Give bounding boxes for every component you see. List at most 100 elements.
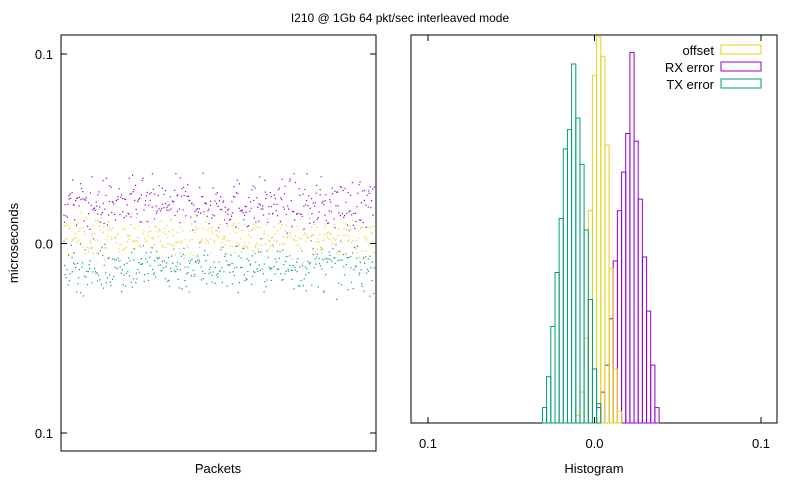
scatter-point: [189, 230, 191, 232]
scatter-point: [243, 219, 245, 221]
scatter-point: [156, 210, 158, 212]
scatter-point: [276, 268, 278, 270]
scatter-point: [251, 283, 253, 285]
scatter-point: [214, 241, 216, 243]
scatter-point: [93, 233, 95, 235]
scatter-point: [71, 240, 73, 242]
scatter-point: [284, 185, 286, 187]
scatter-point: [245, 211, 247, 213]
scatter-point: [161, 269, 163, 272]
scatter-point: [128, 238, 131, 240]
scatter-point: [92, 238, 94, 240]
scatter-point: [235, 226, 237, 228]
scatter-point: [232, 195, 235, 198]
scatter-point: [310, 235, 312, 237]
scatter-point: [366, 194, 368, 197]
scatter-point: [81, 262, 84, 264]
scatter-point: [297, 229, 299, 231]
scatter-point: [113, 211, 115, 214]
scatter-point: [166, 209, 168, 211]
scatter-point: [353, 225, 355, 227]
scatter-point: [74, 219, 76, 221]
scatter-point: [150, 251, 152, 253]
scatter-point: [147, 272, 149, 275]
scatter-point: [164, 227, 166, 229]
scatter-point: [204, 202, 207, 204]
scatter-point: [66, 216, 68, 218]
scatter-point: [193, 204, 195, 206]
scatter-point: [289, 255, 291, 257]
scatter-point: [133, 278, 135, 280]
scatter-point: [322, 200, 324, 203]
scatter-point: [316, 248, 318, 250]
scatter-point: [168, 285, 171, 288]
scatter-point: [167, 280, 169, 282]
scatter-point: [322, 239, 324, 241]
scatter-point: [232, 224, 234, 226]
scatter-point: [268, 240, 270, 242]
scatter-point: [87, 225, 89, 227]
scatter-point: [75, 225, 77, 227]
scatter-point: [244, 223, 246, 225]
scatter-point: [323, 290, 325, 292]
y-tick-label: 0.1: [35, 47, 53, 62]
scatter-point: [333, 223, 335, 225]
scatter-point: [230, 215, 233, 217]
scatter-point: [340, 284, 343, 286]
scatter-point: [84, 198, 86, 200]
scatter-point: [350, 194, 352, 196]
scatter-point: [188, 291, 190, 293]
scatter-point: [163, 193, 165, 195]
scatter-point: [266, 279, 268, 281]
scatter-point: [184, 280, 186, 282]
scatter-point: [318, 257, 320, 260]
scatter-point: [263, 291, 265, 293]
histogram-panel: 0.1 0.0 0.1 Histogram offset RX error TX err…: [410, 34, 778, 476]
scatter-point: [348, 230, 350, 232]
scatter-point: [364, 262, 366, 264]
scatter-point: [244, 279, 246, 282]
scatter-point: [289, 231, 291, 234]
scatter-point: [158, 257, 160, 259]
scatter-point: [348, 239, 350, 241]
histogram-bar: [616, 210, 623, 424]
scatter-point: [316, 253, 318, 255]
scatter-point: [165, 262, 168, 264]
scatter-point: [318, 241, 320, 243]
scatter-point: [327, 231, 329, 233]
scatter-point: [106, 224, 109, 226]
scatter-point: [299, 194, 301, 196]
scatter-point: [179, 263, 181, 265]
scatter-point: [134, 199, 136, 202]
histogram-bar: [591, 368, 598, 424]
scatter-y-axis-label: microseconds: [6, 202, 21, 283]
scatter-point: [336, 298, 338, 300]
scatter-point: [252, 185, 254, 187]
scatter-point: [169, 219, 171, 221]
scatter-point: [368, 190, 370, 192]
scatter-point: [357, 237, 359, 239]
scatter-point: [343, 228, 345, 230]
scatter-point: [321, 247, 323, 249]
scatter-point: [241, 210, 243, 212]
scatter-point: [250, 229, 253, 231]
scatter-point: [270, 206, 272, 208]
histogram-bar: [650, 364, 656, 424]
scatter-point: [313, 224, 315, 226]
scatter-point: [94, 209, 96, 211]
scatter-point: [345, 229, 348, 231]
scatter-point: [238, 282, 240, 284]
scatter-point: [164, 278, 166, 280]
scatter-point: [359, 227, 362, 229]
scatter-point: [347, 240, 349, 242]
scatter-point: [143, 230, 145, 232]
scatter-point: [70, 244, 72, 246]
scatter-point: [64, 264, 66, 266]
scatter-point: [219, 270, 221, 272]
scatter-point: [118, 260, 120, 262]
scatter-point: [77, 197, 79, 199]
scatter-point: [141, 222, 143, 224]
scatter-point: [212, 232, 214, 234]
scatter-point: [160, 220, 162, 222]
scatter-point: [215, 193, 217, 195]
